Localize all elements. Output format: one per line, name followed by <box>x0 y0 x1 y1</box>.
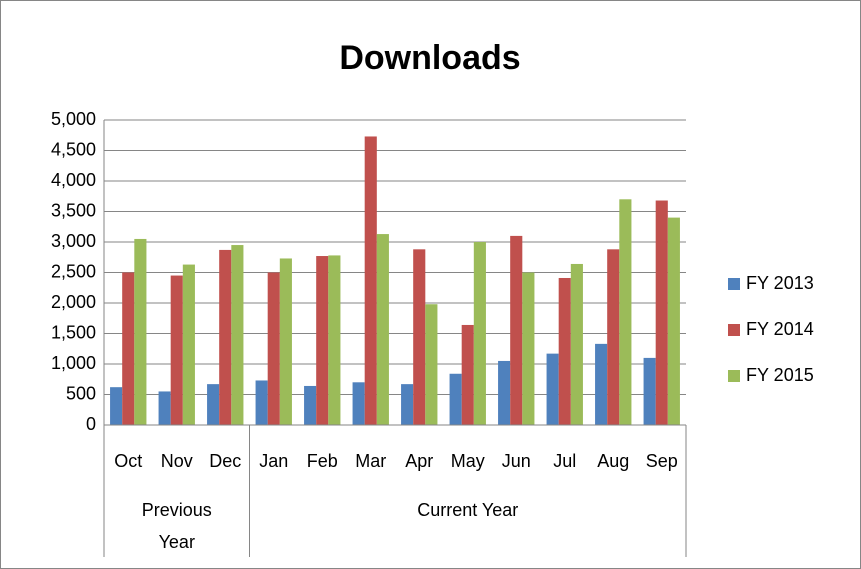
y-tick-label: 3,500 <box>51 200 96 220</box>
bar <box>449 373 462 425</box>
bar <box>510 235 523 425</box>
x-tick-label: Dec <box>209 451 241 471</box>
y-tick-label: 1,000 <box>51 353 96 373</box>
bar <box>461 324 474 425</box>
y-tick-label: 4,500 <box>51 139 96 159</box>
bar <box>122 272 135 425</box>
bar <box>643 357 656 425</box>
x-tick-label: Jul <box>553 451 576 471</box>
bar <box>401 384 414 425</box>
y-tick-label: 1,500 <box>51 322 96 342</box>
bar <box>558 277 571 425</box>
x-tick-label: Feb <box>307 451 338 471</box>
bar <box>267 272 280 425</box>
bar <box>498 360 511 425</box>
legend-swatch <box>728 278 740 290</box>
bar <box>279 258 292 425</box>
legend-swatch <box>728 370 740 382</box>
legend-swatch <box>728 324 740 336</box>
bar <box>231 245 244 425</box>
y-tick-label: 4,000 <box>51 170 96 190</box>
bar <box>134 238 147 425</box>
y-tick-label: 500 <box>66 383 96 403</box>
x-tick-label: Nov <box>161 451 193 471</box>
bar <box>425 304 438 425</box>
bar <box>352 382 365 425</box>
bar <box>546 353 559 425</box>
bar <box>667 217 680 425</box>
bar <box>316 256 329 425</box>
y-tick-label: 2,000 <box>51 292 96 312</box>
bar <box>570 263 583 425</box>
bar <box>655 200 668 425</box>
legend-label: FY 2013 <box>746 273 814 293</box>
bar <box>619 199 632 425</box>
bar <box>219 249 232 425</box>
legend-label: FY 2014 <box>746 319 814 339</box>
x-tick-label: Aug <box>597 451 629 471</box>
chart-title: Downloads <box>339 39 520 77</box>
bar <box>376 234 389 425</box>
group-label: Current Year <box>417 500 519 520</box>
bar <box>413 249 426 425</box>
bar <box>473 242 486 425</box>
bar <box>207 384 220 425</box>
x-tick-label: Mar <box>355 451 386 471</box>
bar <box>304 385 317 425</box>
bar <box>522 272 535 425</box>
bar <box>110 387 123 425</box>
x-tick-label: May <box>451 451 485 471</box>
bar <box>158 391 171 425</box>
bar <box>607 249 620 425</box>
y-tick-label: 2,500 <box>51 261 96 281</box>
x-tick-label: Jan <box>259 451 288 471</box>
bar <box>595 343 608 425</box>
bar <box>182 264 195 425</box>
x-tick-label: Apr <box>405 451 433 471</box>
bar <box>364 136 377 425</box>
x-tick-label: Sep <box>646 451 678 471</box>
bar <box>170 275 183 425</box>
y-tick-label: 0 <box>86 414 96 434</box>
group-label: Previous Year <box>141 500 212 552</box>
y-tick-label: 3,000 <box>51 231 96 251</box>
bar <box>328 255 341 425</box>
x-tick-label: Oct <box>114 451 142 471</box>
bar <box>255 380 268 425</box>
legend-label: FY 2015 <box>746 365 814 385</box>
x-tick-label: Jun <box>502 451 531 471</box>
y-tick-label: 5,000 <box>51 109 96 129</box>
